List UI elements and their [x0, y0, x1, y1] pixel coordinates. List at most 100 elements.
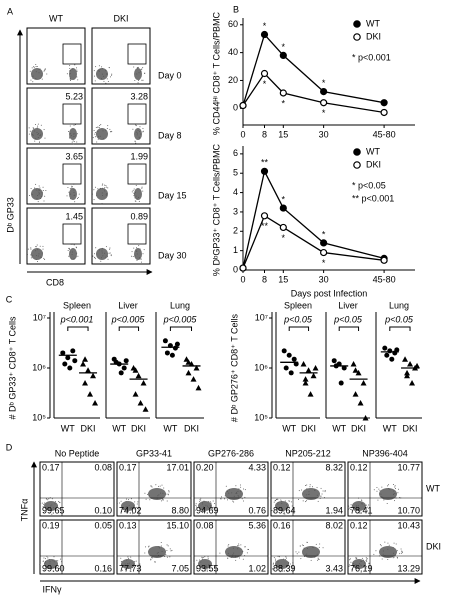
flow-dot [276, 566, 278, 568]
flow-dot [207, 566, 209, 568]
column-header: WT [49, 13, 63, 23]
flow-dot [143, 249, 145, 251]
flow-dot [136, 134, 138, 136]
flow-cloud [69, 188, 77, 200]
flow-dot [32, 81, 34, 83]
flow-dot [101, 68, 103, 70]
flow-dot [157, 495, 159, 497]
data-point [60, 350, 66, 356]
data-point [312, 365, 319, 371]
flow-dot [210, 569, 212, 571]
flow-dot [38, 194, 40, 196]
flow-dot [375, 550, 377, 552]
flow-dot [142, 67, 144, 69]
flow-dot [387, 542, 389, 544]
flow-dot [59, 502, 61, 504]
flow-dot [103, 80, 105, 82]
flow-dot [76, 71, 78, 73]
flow-dot [56, 505, 58, 507]
flow-dot [291, 505, 293, 507]
gate-percent: 3.65 [65, 151, 83, 161]
flow-dot [53, 507, 55, 509]
flow-dot [101, 184, 103, 186]
quadrant-percent: 1.94 [325, 505, 343, 515]
bracket [389, 326, 411, 331]
y-tick-label: 10⁶ [254, 362, 268, 372]
legend-note: * p<0.05 [352, 180, 386, 190]
flow-dot [139, 563, 141, 565]
p-value: p<0.05 [384, 314, 414, 324]
data-point [195, 384, 202, 391]
flow-dot [130, 556, 132, 558]
row-label: WT [426, 483, 440, 493]
flow-dot [71, 68, 73, 70]
flow-dot [101, 78, 103, 80]
flow-dot [54, 503, 56, 505]
quadrant-percent: 89.64 [273, 505, 296, 515]
flow-dot [136, 198, 138, 200]
flow-dot [393, 542, 395, 544]
flow-dot [130, 506, 132, 508]
flow-dot [205, 567, 207, 569]
flow-dot [162, 492, 164, 494]
flow-dot [101, 73, 103, 75]
flow-dot [142, 253, 144, 255]
flow-dot [360, 565, 362, 567]
flow-dot [42, 248, 44, 250]
significance-mark: * [322, 258, 326, 268]
flow-dot [40, 198, 42, 200]
flow-dot [284, 500, 286, 502]
flow-dot [39, 245, 41, 247]
flow-dot [133, 188, 135, 190]
flow-dot [386, 485, 388, 487]
flow-dot [197, 568, 199, 570]
flow-dot [134, 79, 136, 81]
flow-dot [349, 508, 351, 510]
flow-dot [39, 256, 41, 258]
flow-dot [130, 498, 132, 500]
flow-dot [38, 185, 40, 187]
flow-dot [310, 559, 312, 561]
flow-dot [366, 510, 368, 512]
flow-dot [134, 141, 136, 143]
flow-dot [51, 504, 53, 506]
data-point [341, 365, 347, 371]
flow-dot [116, 564, 118, 566]
flow-dot [208, 500, 210, 502]
flow-cloud [31, 128, 43, 140]
flow-dot [48, 559, 50, 561]
flow-dot [101, 247, 103, 249]
flow-dot [76, 197, 78, 199]
flow-dot [202, 556, 204, 558]
flow-dot [77, 79, 79, 81]
flow-cloud [134, 128, 142, 140]
flow-dot [388, 484, 390, 486]
flow-dot [393, 490, 395, 492]
flow-dot [138, 196, 140, 198]
flow-dot [130, 568, 132, 570]
flow-dot [300, 558, 302, 560]
flow-dot [154, 561, 156, 563]
flow-dot [380, 545, 382, 547]
flow-dot [278, 570, 280, 572]
flow-dot [162, 499, 164, 501]
flow-dot [280, 565, 282, 567]
legend-note: ** p<0.001 [352, 193, 394, 203]
flow-cloud [225, 546, 243, 558]
flow-dot [133, 508, 135, 510]
flow-dot [53, 561, 55, 563]
y-axis-label: % DᵇGP33⁺ CD8⁺ T Cells/PBMC [211, 143, 221, 276]
flow-dot [102, 187, 104, 189]
data-point [320, 87, 328, 96]
subplot-title: Lung [170, 300, 190, 310]
flow-dot [290, 566, 292, 568]
flow-dot [70, 79, 72, 81]
flow-dot [118, 502, 120, 504]
flow-dot [376, 490, 378, 492]
data-point [142, 406, 149, 412]
flow-dot [134, 200, 136, 202]
flow-dot [135, 560, 137, 562]
flow-dot [205, 566, 207, 568]
flow-dot [302, 549, 304, 551]
flow-dot [128, 558, 130, 560]
